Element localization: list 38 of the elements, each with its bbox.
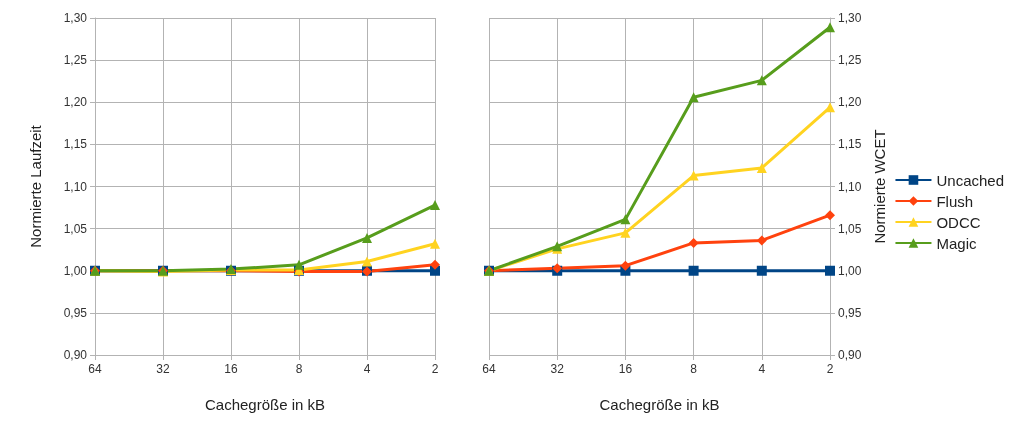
x-axis-title: Cachegröße in kB: [599, 396, 720, 413]
y-tick-label: 1,05: [838, 221, 862, 236]
y-axis-title: Normierte WCET: [871, 129, 889, 244]
x-tick-label: 32: [156, 362, 170, 376]
y-tick-label: 1,15: [63, 137, 88, 152]
y-tick-label: 1,25: [838, 53, 862, 68]
y-tick-label: 1,10: [838, 179, 862, 194]
x-tick-label: 32: [550, 362, 565, 376]
x-tick-label: 16: [224, 362, 238, 376]
x-tick-label: 64: [88, 362, 102, 376]
x-axis-title: Cachegröße in kB: [204, 396, 326, 413]
y-tick-label: 1,30: [838, 11, 862, 25]
y-tick-label: 1,15: [838, 137, 862, 152]
legend-label: Magic: [936, 234, 977, 252]
y-tick-label: 1,00: [63, 263, 88, 278]
legend-label: Uncached: [936, 171, 1004, 189]
x-tick-label: 16: [618, 362, 633, 376]
legend-label: ODCC: [936, 213, 981, 231]
x-tick-label: 64: [482, 362, 496, 376]
x-tick-label: 8: [295, 362, 303, 376]
y-tick-label: 1,25: [63, 53, 88, 68]
y-tick-label: 1,00: [838, 263, 862, 278]
x-tick-label: 4: [758, 362, 766, 376]
x-tick-label: 2: [826, 362, 834, 376]
y-tick-label: 0,90: [838, 348, 862, 362]
y-tick-label: 1,30: [63, 11, 88, 25]
y-tick-label: 1,20: [838, 95, 862, 110]
y-tick-label: 1,05: [63, 221, 88, 236]
y-tick-label: 0,95: [63, 305, 88, 320]
x-tick-label: 8: [690, 362, 698, 376]
y-tick-label: 1,20: [63, 95, 88, 110]
legend-label: Flush: [936, 192, 974, 210]
x-tick-label: 2: [431, 362, 439, 376]
y-tick-label: 0,90: [63, 348, 88, 362]
x-tick-label: 4: [363, 362, 371, 376]
y-axis-title: Normierte Laufzeit: [27, 124, 44, 248]
y-tick-label: 1,10: [63, 179, 88, 194]
y-tick-label: 0,95: [838, 305, 862, 320]
